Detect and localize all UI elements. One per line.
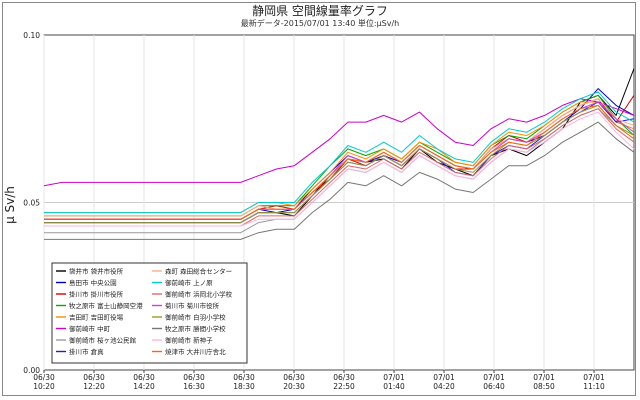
x-tick-time: 14:20 [133,382,155,391]
legend-label: 吉田町 吉田町役場 [69,313,124,322]
legend-label: 御前崎市 浜岡北小学校 [165,290,233,299]
x-tick-date: 06/30 [233,373,255,382]
x-tick-time: 22:50 [333,382,355,391]
legend-label: 御前崎市 白羽小学校 [165,313,226,322]
x-tick-date: 06/30 [133,373,155,382]
legend-label: 焼津市 大井川庁舎北 [165,347,226,356]
legend-label: 牧之原市 富士山静岡空港 [69,301,143,310]
x-tick-date: 06/30 [33,373,55,382]
legend-label: 御前崎市 上ノ原 [165,278,213,287]
x-tick-date: 07/01 [583,373,605,382]
series-line [43,98,635,187]
legend-label: 菊川市 菊川市役所 [165,301,220,310]
x-tick-date: 06/30 [83,373,105,382]
y-tick-label: 0.00 [23,366,40,375]
x-tick-date: 06/30 [283,373,305,382]
x-tick-time: 18:30 [233,382,255,391]
x-tick-date: 07/01 [433,373,455,382]
series-line [44,91,635,214]
x-tick-time: 06:40 [483,382,505,391]
legend-label: 御前崎市 新神子 [165,336,213,345]
series-layer [43,68,635,240]
x-tick-time: 10:20 [33,382,55,391]
x-tick-date: 07/01 [383,373,405,382]
legend-label: 森町 森田総合センター [165,267,232,276]
x-tick-date: 06/30 [333,373,355,382]
x-tick-date: 07/01 [483,373,505,382]
outer-frame [2,2,636,396]
series-line [44,104,635,224]
x-tick-date: 07/01 [533,373,555,382]
chart-subtitle: 最新データ-2015/07/01 13:40 単位:μSv/h [240,19,400,28]
x-tick-time: 04:20 [433,382,455,391]
x-tick-time: 01:40 [383,382,405,391]
x-tick-time: 12:20 [83,382,105,391]
y-axis-label: μ Sv/h [3,186,17,224]
series-line [44,111,635,227]
series-line [44,121,635,240]
legend-label: 掛川市 掛川市役所 [69,290,124,299]
legend-label: 袋井市 袋井市役所 [69,267,124,276]
legend-label: 掛川市 倉真 [69,347,104,356]
legend-label: 牧之原市 勝間小学校 [165,324,226,333]
axis-layer: 0.000.050.1006/3010:2006/3012:2006/3014:… [23,31,605,391]
legend-box [51,262,248,364]
y-tick-label: 0.05 [23,199,40,208]
x-tick-time: 11:10 [583,382,605,391]
series-line [44,104,635,220]
legend-label: 島田市 中央公園 [69,278,117,287]
x-tick-time: 20:30 [283,382,305,391]
x-tick-time: 08:50 [533,382,555,391]
legend-label: 御前崎市 中町 [69,324,111,333]
chart-title: 静岡県 空間線量率グラフ [252,4,388,18]
y-tick-label: 0.10 [23,31,40,40]
x-tick-time: 16:30 [183,382,205,391]
legend-label: 御前崎市 桜ヶ池公民館 [69,336,137,345]
x-tick-date: 06/30 [183,373,205,382]
